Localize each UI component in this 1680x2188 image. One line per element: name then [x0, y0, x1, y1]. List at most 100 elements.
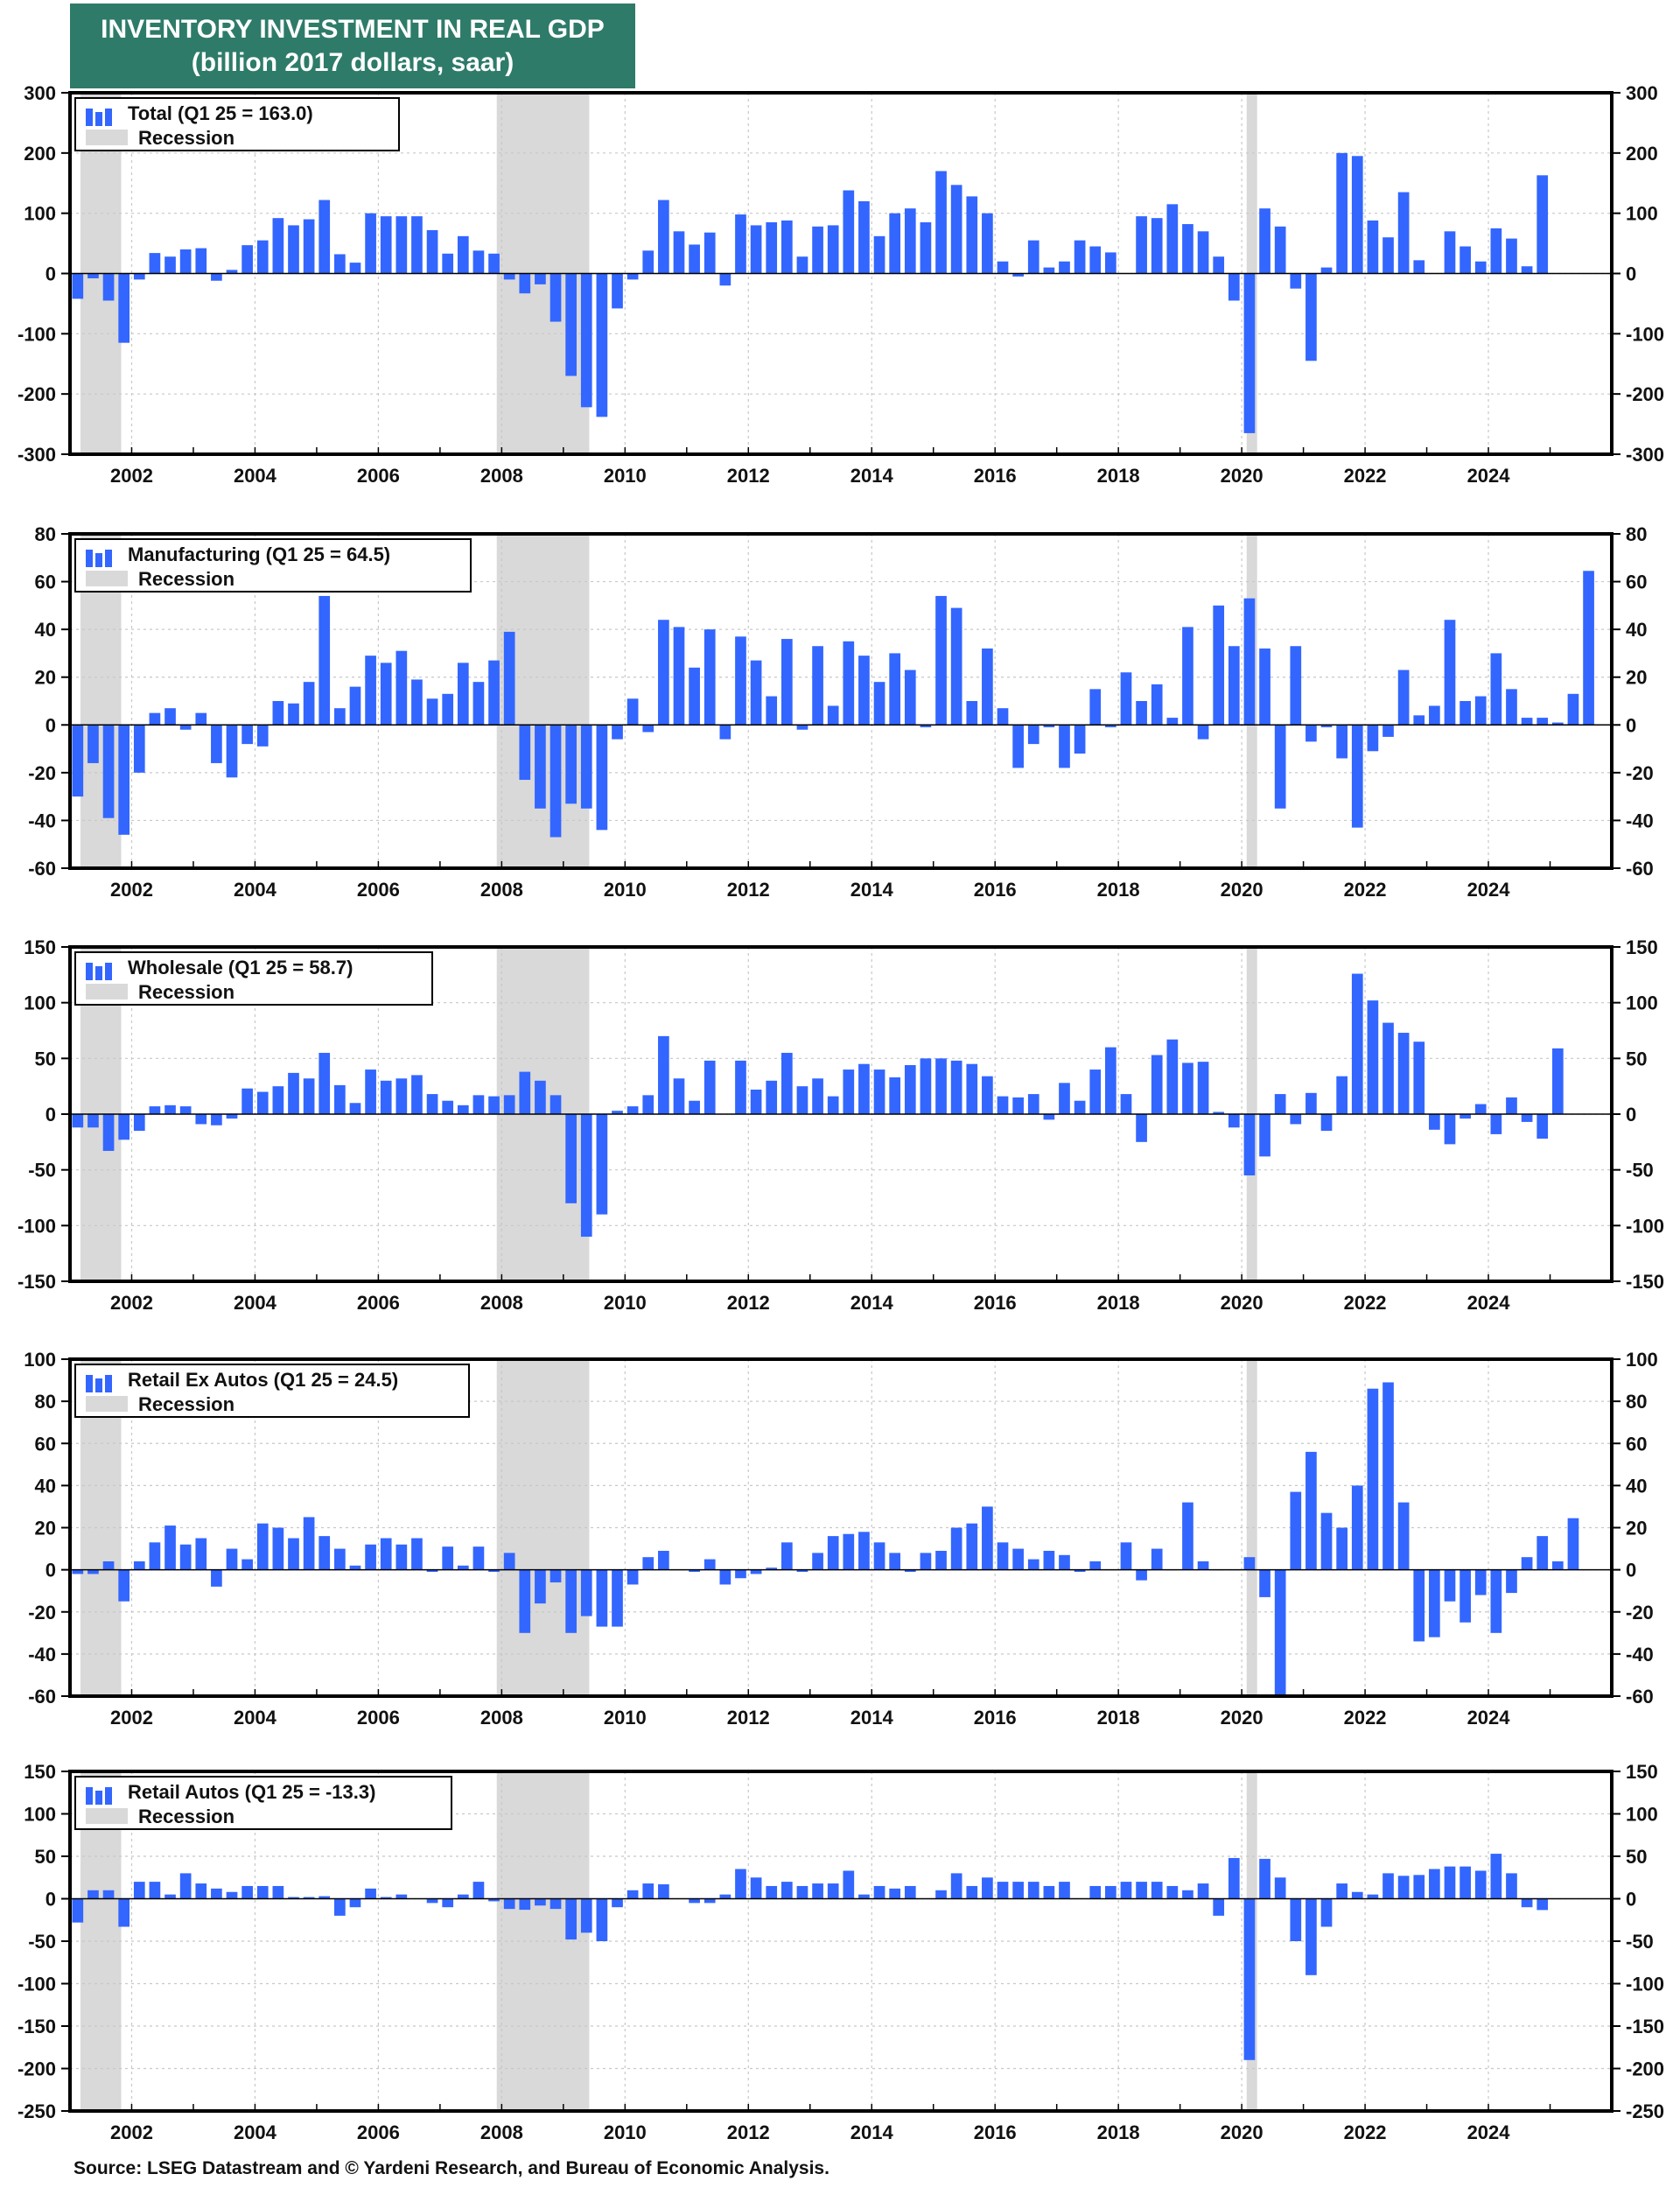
bar — [503, 631, 515, 726]
bar — [318, 1896, 331, 1899]
y-tick-label-left: 60 — [35, 1433, 56, 1455]
bar — [1320, 267, 1333, 274]
bar — [626, 1106, 639, 1114]
bar — [118, 725, 130, 835]
y-tick-label-left: 80 — [35, 1391, 56, 1413]
bar — [426, 229, 438, 274]
legend: Wholesale (Q1 25 = 58.7) Recession — [74, 951, 433, 1006]
bar — [72, 725, 84, 797]
x-tick-label: 2004 — [234, 879, 277, 901]
bar — [812, 1078, 823, 1114]
bar — [1043, 267, 1055, 274]
bar — [812, 646, 823, 726]
bar — [164, 1105, 176, 1114]
x-tick-label: 2018 — [1097, 465, 1140, 487]
x-tick-label: 2012 — [727, 879, 770, 901]
bar — [1460, 246, 1471, 274]
bar — [179, 1544, 192, 1570]
y-tick-label-right: 0 — [1626, 1889, 1636, 1911]
bar — [1290, 273, 1302, 289]
bar — [889, 1553, 901, 1570]
bar — [535, 725, 546, 809]
y-tick-label-left: 80 — [35, 523, 56, 545]
bar — [858, 1063, 870, 1114]
bar — [318, 595, 331, 726]
y-tick-label-left: -150 — [18, 1271, 56, 1293]
bar — [565, 1114, 577, 1203]
bar — [1397, 1033, 1410, 1114]
bar — [426, 1569, 438, 1573]
bar — [272, 1527, 284, 1570]
bar — [1382, 1873, 1394, 1899]
x-tick-label: 2010 — [604, 879, 647, 901]
x-tick-label: 2020 — [1221, 465, 1264, 487]
bar — [1182, 1062, 1194, 1114]
legend-bar-swatch — [105, 109, 112, 126]
bar — [1490, 1569, 1502, 1633]
bar — [1351, 1891, 1363, 1899]
x-tick-label: 2012 — [727, 465, 770, 487]
bar — [288, 703, 299, 726]
bar — [1567, 693, 1579, 726]
bar — [380, 216, 392, 274]
bar — [689, 1898, 700, 1904]
bar — [612, 1111, 623, 1114]
bar — [503, 1553, 515, 1570]
bar — [1136, 701, 1147, 726]
y-tick-label-right: 100 — [1626, 992, 1658, 1014]
bar — [1012, 273, 1024, 277]
bar — [1089, 1561, 1102, 1570]
bar — [812, 226, 823, 274]
bar — [488, 1096, 500, 1114]
bar — [272, 218, 284, 274]
x-tick-label: 2002 — [110, 879, 153, 901]
bar — [1105, 1047, 1116, 1114]
bar — [658, 200, 669, 274]
legend-label-series: Retail Ex Autos (Q1 25 = 24.5) — [128, 1369, 398, 1391]
x-tick-label: 2004 — [234, 1707, 277, 1729]
x-tick-label: 2006 — [357, 1292, 400, 1314]
bar — [426, 698, 438, 726]
bar — [396, 650, 408, 726]
bar — [1043, 725, 1055, 728]
bar — [1012, 1548, 1024, 1570]
bar — [472, 1095, 485, 1114]
y-tick-label-left: -50 — [28, 1931, 56, 1953]
x-tick-label: 2018 — [1097, 1292, 1140, 1314]
y-tick-label-left: -100 — [18, 323, 56, 345]
bar — [612, 1569, 623, 1627]
bar — [442, 253, 454, 274]
y-tick-label-left: -20 — [28, 762, 56, 784]
y-tick-label-left: 200 — [24, 143, 56, 165]
x-tick-label: 2024 — [1467, 1292, 1511, 1314]
bar — [164, 1894, 176, 1899]
bar — [1012, 1097, 1024, 1114]
x-tick-label: 2016 — [974, 2121, 1017, 2143]
bar — [503, 1898, 515, 1910]
bar — [1490, 228, 1502, 274]
y-tick-label-left: 50 — [35, 1048, 56, 1069]
bar — [179, 249, 192, 274]
source-note: Source: LSEG Datastream and © Yardeni Re… — [74, 2158, 830, 2178]
y-tick-label-right: 0 — [1626, 1560, 1636, 1581]
bar — [596, 273, 608, 417]
y-tick-label-right: 0 — [1626, 263, 1636, 285]
bar — [982, 1506, 993, 1570]
bar — [966, 701, 978, 726]
y-tick-label-left: -300 — [18, 444, 56, 466]
y-tick-label-left: -60 — [28, 1686, 56, 1708]
bar — [796, 1086, 808, 1114]
bar — [349, 1103, 361, 1114]
legend-bar-swatch — [105, 1787, 112, 1805]
bar — [1506, 238, 1517, 274]
x-tick-label: 2004 — [234, 1292, 277, 1314]
bar — [226, 1548, 238, 1570]
bar — [1243, 1114, 1256, 1176]
bar — [950, 1873, 962, 1899]
bar — [904, 1064, 916, 1114]
bar — [673, 627, 685, 726]
bar — [179, 725, 192, 730]
bar — [704, 1559, 716, 1570]
bar — [488, 253, 500, 274]
